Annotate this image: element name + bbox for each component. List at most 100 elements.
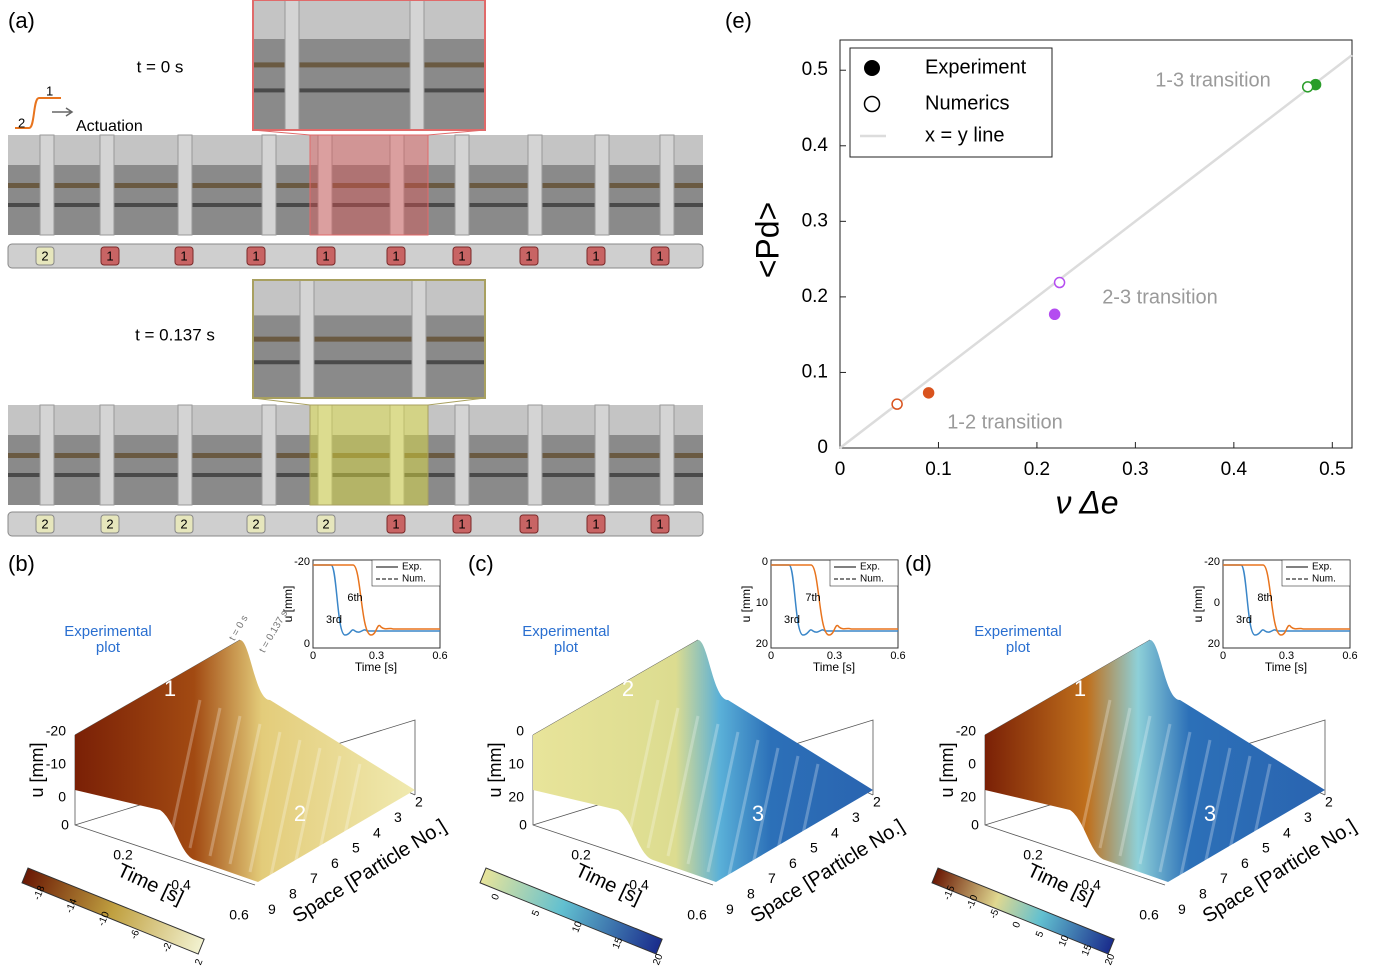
ripple bbox=[1158, 731, 1192, 873]
y-tick-label: 0.4 bbox=[802, 135, 829, 156]
label: 5 bbox=[352, 840, 360, 856]
rail bbox=[253, 88, 485, 93]
state-label: 1 bbox=[525, 248, 532, 263]
state-box bbox=[246, 514, 266, 534]
inset-legend bbox=[829, 559, 899, 587]
ripple bbox=[1218, 755, 1252, 897]
state-box bbox=[386, 514, 406, 534]
photo bbox=[253, 279, 485, 399]
label: 0.6 bbox=[890, 650, 905, 662]
ripple bbox=[666, 715, 700, 857]
colorbar-tick: 20 bbox=[651, 952, 666, 967]
label: 8 bbox=[1199, 886, 1207, 902]
label: Exp. bbox=[1312, 562, 1332, 573]
colorbar-tick: 0 bbox=[1011, 920, 1023, 930]
ripple bbox=[248, 731, 282, 873]
ripple bbox=[1138, 723, 1172, 865]
label: 4 bbox=[1283, 824, 1291, 840]
y-tick-label: 0.5 bbox=[802, 59, 828, 80]
label: 3rd bbox=[1236, 614, 1252, 626]
bar-post bbox=[284, 0, 300, 131]
label: u [mm] bbox=[27, 742, 47, 797]
label: plot bbox=[554, 639, 579, 656]
state-box bbox=[586, 246, 606, 266]
label: 6th bbox=[347, 592, 362, 604]
rail bbox=[253, 360, 485, 365]
x-tick-label: 0.4 bbox=[1221, 459, 1248, 480]
label: 20 bbox=[508, 789, 524, 805]
label: 9 bbox=[268, 901, 276, 917]
x-axis-label: ν Δe bbox=[1056, 484, 1119, 520]
reference-line bbox=[839, 54, 1353, 449]
state-box bbox=[35, 246, 55, 266]
colorbar-fill bbox=[479, 867, 663, 955]
x-tick-label: 0.2 bbox=[1024, 459, 1050, 480]
state-label: 1 bbox=[592, 516, 599, 531]
state-label: 1 bbox=[656, 248, 663, 263]
x-tick-label: 0.3 bbox=[1122, 459, 1148, 480]
colorbar-tick: -10 bbox=[96, 910, 112, 928]
label: 2 bbox=[18, 115, 25, 130]
label: Num. bbox=[1312, 574, 1336, 585]
label: 8th bbox=[1257, 592, 1272, 604]
label: 4 bbox=[831, 824, 839, 840]
y-tick-label: 0.2 bbox=[802, 286, 828, 307]
label: Time [s] bbox=[1024, 860, 1097, 910]
label: 9 bbox=[1178, 901, 1186, 917]
label: -20 bbox=[294, 556, 310, 568]
zoom-frame bbox=[252, 279, 486, 399]
time-label: t = 0.137 s bbox=[135, 325, 215, 344]
label: -20 bbox=[1204, 556, 1220, 568]
label: Num. bbox=[860, 574, 884, 585]
colorbar: -15 -10 -5 0 5 10 15 20 bbox=[931, 867, 1118, 967]
label: 0.4 bbox=[629, 877, 649, 893]
photo bbox=[8, 404, 703, 506]
state-label: 1 bbox=[458, 248, 465, 263]
ripple bbox=[726, 739, 760, 881]
colorbar-tick: -10 bbox=[965, 893, 981, 911]
label: 7th bbox=[805, 592, 820, 604]
ripple bbox=[786, 763, 820, 905]
ripple bbox=[746, 747, 780, 889]
state-box bbox=[100, 514, 120, 534]
label: Time [s] bbox=[355, 660, 397, 674]
colorbar-tick: 0 bbox=[490, 892, 502, 902]
state-label: 1 bbox=[592, 248, 599, 263]
label: 0 bbox=[58, 789, 66, 805]
label: 0.6 bbox=[1139, 907, 1159, 923]
label: 0.6 bbox=[229, 907, 249, 923]
label: 10 bbox=[756, 597, 768, 609]
ripple bbox=[328, 763, 362, 905]
ripple bbox=[1078, 699, 1112, 841]
photo-plate bbox=[8, 405, 703, 435]
label: 0.6 bbox=[687, 907, 707, 923]
colorbar-tick: 15 bbox=[1080, 943, 1095, 958]
rail bbox=[8, 203, 703, 207]
label: plot bbox=[1006, 639, 1031, 656]
zoom-connector bbox=[252, 129, 486, 136]
rail bbox=[253, 336, 485, 342]
label: 0.6 bbox=[432, 650, 447, 662]
label: Experimental bbox=[64, 623, 152, 640]
panel-label: (b) bbox=[8, 551, 35, 576]
label: Time [s] bbox=[1265, 660, 1307, 674]
label: 7 bbox=[310, 870, 318, 886]
colorbar: 0 5 10 15 20 bbox=[479, 867, 666, 967]
ripple bbox=[288, 747, 322, 889]
panel-label: (c) bbox=[468, 551, 494, 576]
point bbox=[891, 398, 903, 410]
rail bbox=[8, 453, 703, 458]
label: 0.3 bbox=[827, 650, 842, 662]
label: 0 bbox=[768, 650, 774, 662]
state-box bbox=[174, 514, 194, 534]
label: 6 bbox=[331, 855, 339, 871]
bar-post bbox=[454, 134, 470, 236]
x-tick-label: 0 bbox=[835, 459, 846, 480]
legend-label: Numerics bbox=[925, 92, 1009, 114]
label: 1 bbox=[46, 83, 53, 98]
ripple bbox=[1178, 739, 1212, 881]
ripple bbox=[1238, 763, 1272, 905]
photo bbox=[8, 134, 703, 236]
